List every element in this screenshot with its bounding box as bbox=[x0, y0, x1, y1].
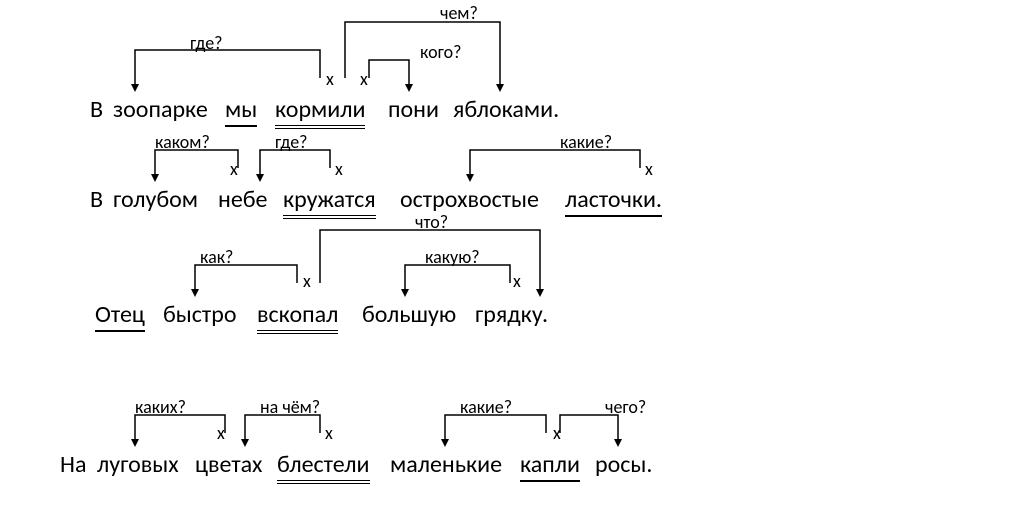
dependency-bracket bbox=[189, 265, 303, 305]
question-label: чем? bbox=[440, 2, 478, 24]
dependency-bracket bbox=[464, 150, 646, 190]
x-marker: х bbox=[325, 422, 333, 444]
dependency-bracket bbox=[554, 415, 624, 455]
dependency-bracket bbox=[339, 22, 506, 100]
word-s2w1: В bbox=[90, 185, 103, 214]
x-marker: х bbox=[326, 68, 334, 90]
x-marker: х bbox=[303, 270, 311, 292]
dependency-bracket bbox=[439, 415, 552, 455]
x-marker: х bbox=[335, 158, 343, 180]
dependency-bracket bbox=[314, 230, 546, 305]
word-s3w1: Отец bbox=[95, 300, 145, 329]
dependency-bracket bbox=[239, 415, 326, 455]
dependency-bracket bbox=[129, 50, 326, 100]
dependency-bracket bbox=[129, 415, 231, 455]
word-s1w1: В bbox=[90, 95, 103, 124]
x-marker: х bbox=[645, 158, 653, 180]
dependency-bracket bbox=[254, 150, 336, 190]
dependency-bracket bbox=[149, 150, 244, 190]
word-s4w1: На bbox=[60, 450, 86, 479]
